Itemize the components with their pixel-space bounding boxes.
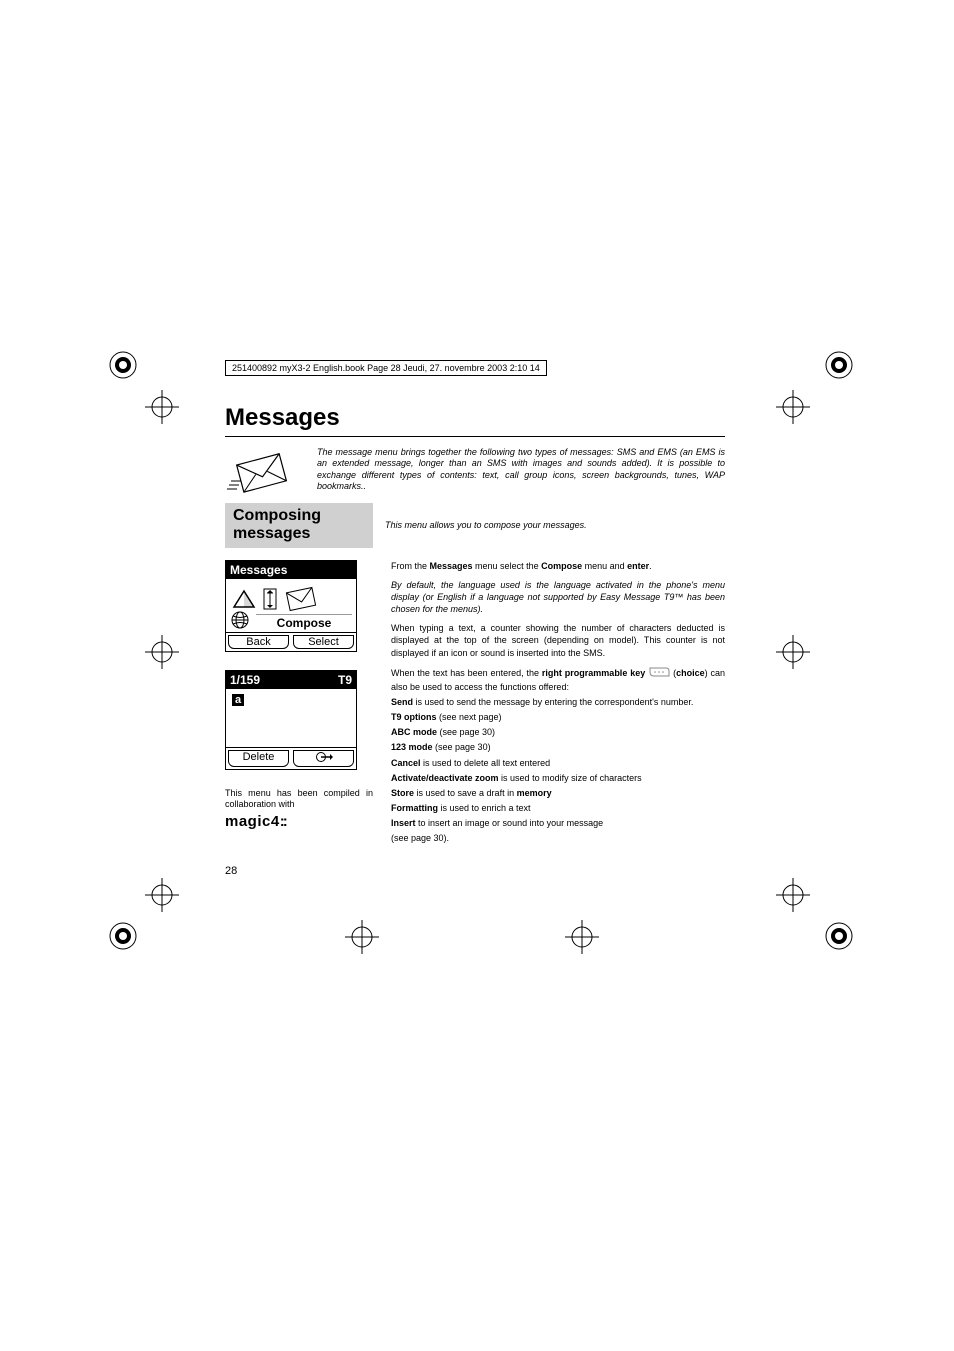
phone-screen-messages: Messages Compose Back Select (225, 560, 357, 652)
crosshair-icon (565, 920, 599, 954)
screen1-softkey-left: Back (228, 635, 289, 649)
body-l8: Formatting is used to enrich a text (391, 802, 725, 814)
body-p4: When the text has been entered, the righ… (391, 666, 725, 693)
screen2-mode: T9 (338, 673, 352, 687)
registration-mark-icon (824, 350, 854, 380)
registration-mark-icon (824, 921, 854, 951)
phone-screen-compose: 1/159 T9 a Delete (225, 670, 357, 770)
screen1-softkey-right: Select (293, 635, 354, 649)
magic4-logo: magic4:: (225, 813, 373, 830)
screen1-label: Compose (256, 614, 352, 630)
print-header: 251400892 myX3-2 English.book Page 28 Je… (225, 360, 547, 376)
right-column: From the Messages menu select the Compos… (391, 560, 725, 852)
body-p2: By default, the language used is the lan… (391, 579, 725, 615)
crosshair-icon (145, 878, 179, 912)
crosshair-icon (776, 878, 810, 912)
arrow-right-icon (315, 751, 333, 763)
body-l10: (see page 30). (391, 832, 725, 844)
screen2-counter: 1/159 (230, 673, 260, 687)
softkey-icon (648, 666, 670, 681)
crosshair-icon (345, 920, 379, 954)
crosshair-icon (145, 635, 179, 669)
title-rule (225, 436, 725, 437)
screen1-title: Messages (230, 563, 287, 577)
intro-text: The message menu brings together the fol… (317, 447, 725, 495)
section-subheading: This menu allows you to compose your mes… (385, 520, 725, 530)
crosshair-icon (776, 390, 810, 424)
left-column: Messages Compose Back Select (225, 560, 373, 852)
body-l6: Activate/deactivate zoom is used to modi… (391, 772, 725, 784)
screen2-softkey-left: Delete (228, 750, 289, 767)
screen2-softkey-right (293, 750, 354, 767)
body-l3: ABC mode (see page 30) (391, 726, 725, 738)
registration-mark-icon (108, 350, 138, 380)
body-l5: Cancel is used to delete all text entere… (391, 757, 725, 769)
crosshair-icon (776, 635, 810, 669)
body-p3: When typing a text, a counter showing th… (391, 622, 725, 658)
body-l2: T9 options (see next page) (391, 711, 725, 723)
globe-icon (230, 610, 252, 630)
page-title: Messages (225, 404, 725, 432)
page-number: 28 (225, 865, 725, 877)
body-l4: 123 mode (see page 30) (391, 741, 725, 753)
crosshair-icon (145, 390, 179, 424)
collaboration-note: This menu has been compiled in collabora… (225, 788, 373, 811)
body-l1: Send is used to send the message by ente… (391, 696, 725, 708)
page-content: 251400892 myX3-2 English.book Page 28 Je… (225, 358, 725, 877)
envelope-icon (225, 447, 297, 495)
section-heading: Composing messages (225, 503, 373, 548)
screen2-typed: a (232, 694, 244, 706)
body-l9: Insert to insert an image or sound into … (391, 817, 725, 829)
body-p1: From the Messages menu select the Compos… (391, 560, 725, 572)
registration-mark-icon (108, 921, 138, 951)
body-l7: Store is used to save a draft in memory (391, 787, 725, 799)
